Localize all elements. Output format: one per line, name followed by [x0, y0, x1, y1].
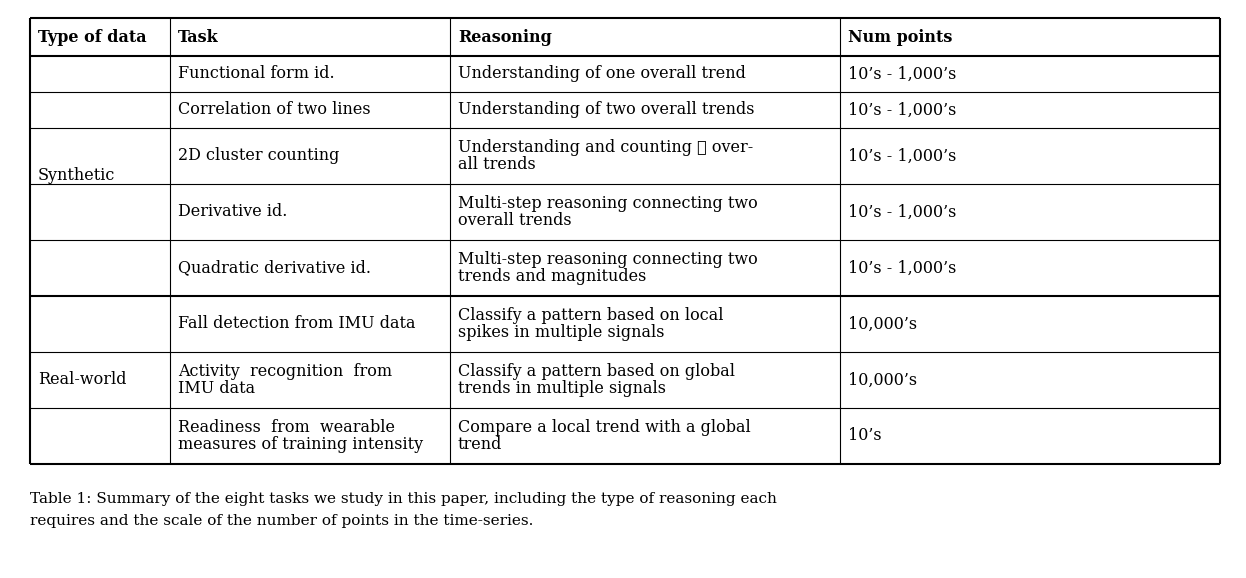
Text: overall trends: overall trends: [459, 212, 572, 228]
Text: trends and magnitudes: trends and magnitudes: [459, 268, 647, 284]
Text: 10’s - 1,000’s: 10’s - 1,000’s: [849, 147, 957, 165]
Text: Derivative id.: Derivative id.: [178, 203, 288, 220]
Text: trend: trend: [459, 436, 502, 453]
Text: 10,000’s: 10,000’s: [849, 316, 917, 332]
Text: Multi-step reasoning connecting two: Multi-step reasoning connecting two: [459, 251, 758, 268]
Text: Reasoning: Reasoning: [459, 28, 552, 46]
Text: 10,000’s: 10,000’s: [849, 372, 917, 388]
Text: 2D cluster counting: 2D cluster counting: [178, 147, 339, 165]
Text: Readiness  from  wearable: Readiness from wearable: [178, 420, 395, 436]
Text: Understanding of one overall trend: Understanding of one overall trend: [459, 65, 746, 83]
Text: measures of training intensity: measures of training intensity: [178, 436, 424, 453]
Text: Understanding of two overall trends: Understanding of two overall trends: [459, 102, 755, 118]
Text: 10’s - 1,000’s: 10’s - 1,000’s: [849, 102, 957, 118]
Text: Compare a local trend with a global: Compare a local trend with a global: [459, 420, 751, 436]
Text: spikes in multiple signals: spikes in multiple signals: [459, 324, 664, 340]
Text: Classify a pattern based on local: Classify a pattern based on local: [459, 307, 724, 324]
Text: Real-world: Real-world: [37, 372, 127, 388]
Text: requires and the scale of the number of points in the time-series.: requires and the scale of the number of …: [30, 514, 533, 528]
Text: Type of data: Type of data: [37, 28, 147, 46]
Text: trends in multiple signals: trends in multiple signals: [459, 380, 667, 397]
Text: Num points: Num points: [849, 28, 952, 46]
Text: 10’s - 1,000’s: 10’s - 1,000’s: [849, 65, 957, 83]
Text: Synthetic: Synthetic: [37, 168, 116, 184]
Text: 10’s: 10’s: [849, 428, 882, 444]
Text: Quadratic derivative id.: Quadratic derivative id.: [178, 260, 371, 276]
Text: IMU data: IMU data: [178, 380, 255, 397]
Text: Classify a pattern based on global: Classify a pattern based on global: [459, 364, 735, 380]
Text: Functional form id.: Functional form id.: [178, 65, 335, 83]
Text: Correlation of two lines: Correlation of two lines: [178, 102, 370, 118]
Text: Task: Task: [178, 28, 218, 46]
Text: Multi-step reasoning connecting two: Multi-step reasoning connecting two: [459, 195, 758, 213]
Text: Understanding and counting ℓ over-: Understanding and counting ℓ over-: [459, 139, 754, 157]
Text: Fall detection from IMU data: Fall detection from IMU data: [178, 316, 415, 332]
Text: Table 1: Summary of the eight tasks we study in this paper, including the type o: Table 1: Summary of the eight tasks we s…: [30, 492, 776, 506]
Text: 10’s - 1,000’s: 10’s - 1,000’s: [849, 203, 957, 220]
Text: Activity  recognition  from: Activity recognition from: [178, 364, 392, 380]
Text: all trends: all trends: [459, 155, 536, 173]
Text: 10’s - 1,000’s: 10’s - 1,000’s: [849, 260, 957, 276]
